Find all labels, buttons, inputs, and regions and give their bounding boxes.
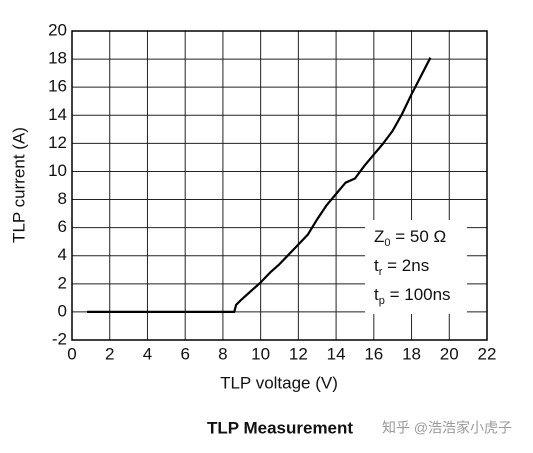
x-tick-label: 12	[289, 344, 308, 363]
x-tick-label: 14	[327, 344, 346, 363]
annotation-sub: p	[379, 295, 385, 307]
y-tick-label: 4	[58, 245, 67, 264]
x-tick-label: 8	[218, 344, 227, 363]
watermark: 知乎 @浩浩家小虎子	[382, 420, 512, 436]
plot-frame	[71, 30, 488, 341]
y-tick-label: 16	[48, 77, 67, 96]
y-tick-label: 0	[58, 301, 67, 320]
y-tick-label: 14	[48, 105, 67, 124]
annotation-main: Z	[374, 227, 384, 246]
x-tick-label: 10	[251, 344, 270, 363]
annotation: tr = 2ns	[374, 256, 429, 277]
annotation-sub: r	[379, 266, 383, 278]
y-tick-label: 18	[48, 49, 67, 68]
footer-title: TLP Measurement	[207, 418, 353, 437]
y-tick-label: -2	[52, 329, 67, 348]
x-tick-label: 6	[180, 344, 189, 363]
annotation-main: t	[374, 285, 379, 304]
x-tick-label: 18	[402, 344, 421, 363]
annotation-rest: = 100ns	[385, 285, 451, 304]
annotation-main: t	[374, 256, 379, 275]
x-tick-label: 4	[143, 344, 152, 363]
y-tick-label: 12	[48, 133, 67, 152]
y-axis-label: TLP current (A)	[9, 127, 28, 243]
y-tick-label: 2	[58, 273, 67, 292]
annotation-sub: 0	[384, 237, 390, 249]
x-tick-label: 16	[364, 344, 383, 363]
x-axis-label: TLP voltage (V)	[220, 373, 338, 392]
annotation-rest: = 2ns	[382, 256, 429, 275]
x-tick-label: 20	[440, 344, 459, 363]
x-tick-label: 22	[478, 344, 497, 363]
x-tick-label: 0	[67, 344, 76, 363]
data-line	[87, 57, 432, 314]
x-tick-label: 2	[105, 344, 114, 363]
annotation-box	[365, 220, 467, 314]
annotation: tp = 100ns	[374, 285, 451, 306]
annotation-rest: = 50 Ω	[391, 227, 447, 246]
y-tick-label: 20	[48, 20, 67, 39]
y-tick-label: 10	[48, 161, 67, 180]
annotation: Z0 = 50 Ω	[374, 227, 446, 248]
y-tick-label: 6	[58, 217, 67, 236]
y-tick-label: 8	[58, 189, 67, 208]
